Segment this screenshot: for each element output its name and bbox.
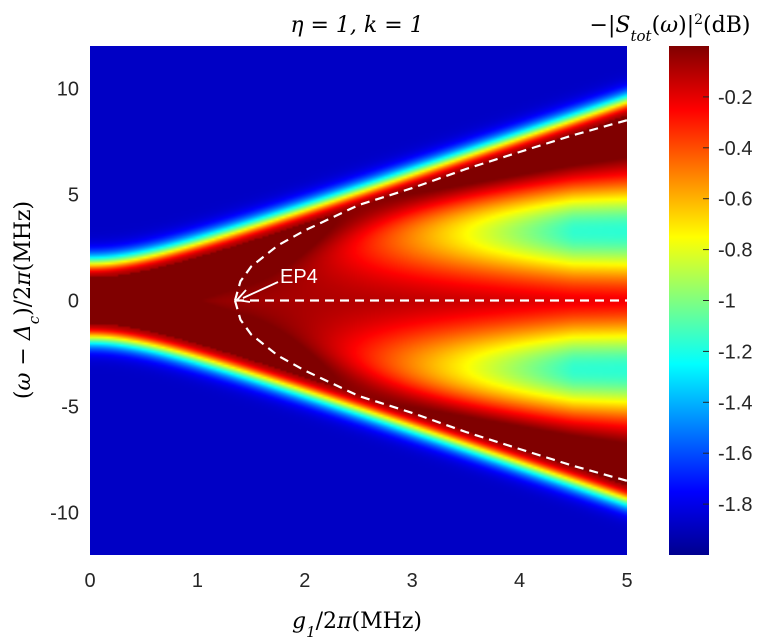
- ep4-arrowhead: [235, 289, 251, 303]
- colorbar-tick-label: -0.8: [718, 240, 752, 262]
- x-tick-label: 3: [407, 570, 418, 592]
- dashed-curve-upper: [233, 119, 627, 301]
- ep4-label: EP4: [280, 266, 318, 288]
- heatmap-plot-area: EP4: [90, 46, 627, 555]
- colorbar: −|Stot(ω)|2(dB) -1.8 -1.6 -1.4 -1.2 -1 -0.8 -0…: [590, 12, 752, 555]
- x-axis-label: g1/2π(MHz): [292, 609, 422, 641]
- colorbar-tick-label: -1: [718, 291, 736, 313]
- dashed-curve-lower: [233, 300, 627, 482]
- colorbar-bar: [669, 46, 709, 555]
- x-tick-label: 1: [192, 570, 203, 592]
- x-tick-label: 4: [514, 570, 525, 592]
- colorbar-tick-label: -0.4: [718, 138, 752, 160]
- colorbar-tick-label: -1.2: [718, 341, 752, 363]
- y-tick-label: 0: [68, 291, 79, 313]
- colorbar-ticks: -1.8 -1.6 -1.4 -1.2 -1 -0.8 -0.6 -0.4 -0.2: [703, 87, 752, 516]
- colorbar-tick-label: -0.6: [718, 189, 752, 211]
- colorbar-label: −|Stot(ω)|2(dB): [590, 12, 751, 45]
- ep4-annotation: EP4: [235, 266, 318, 303]
- y-axis-ticks: -10 -5 0 5 10: [50, 78, 79, 524]
- dashed-curves: [233, 119, 627, 482]
- x-tick-label: 0: [84, 570, 95, 592]
- colorbar-tick-label: -1.8: [718, 494, 752, 516]
- chart-title: η = 1, k = 1: [290, 13, 423, 38]
- x-tick-label: 5: [621, 570, 632, 592]
- y-tick-label: 10: [57, 78, 79, 100]
- colorbar-tick-label: -1.6: [718, 443, 752, 465]
- y-axis-label: (ω − Δc)/2π(MHz): [11, 201, 43, 399]
- y-tick-label: -10: [50, 503, 79, 525]
- ep4-arrow: [242, 281, 279, 299]
- y-tick-label: -5: [61, 397, 79, 419]
- x-tick-label: 2: [299, 570, 310, 592]
- x-axis-ticks: 0 1 2 3 4 5: [84, 570, 632, 592]
- y-tick-label: 5: [68, 184, 79, 206]
- colorbar-tick-label: -1.4: [718, 392, 752, 414]
- colorbar-tick-label: -0.2: [718, 87, 752, 109]
